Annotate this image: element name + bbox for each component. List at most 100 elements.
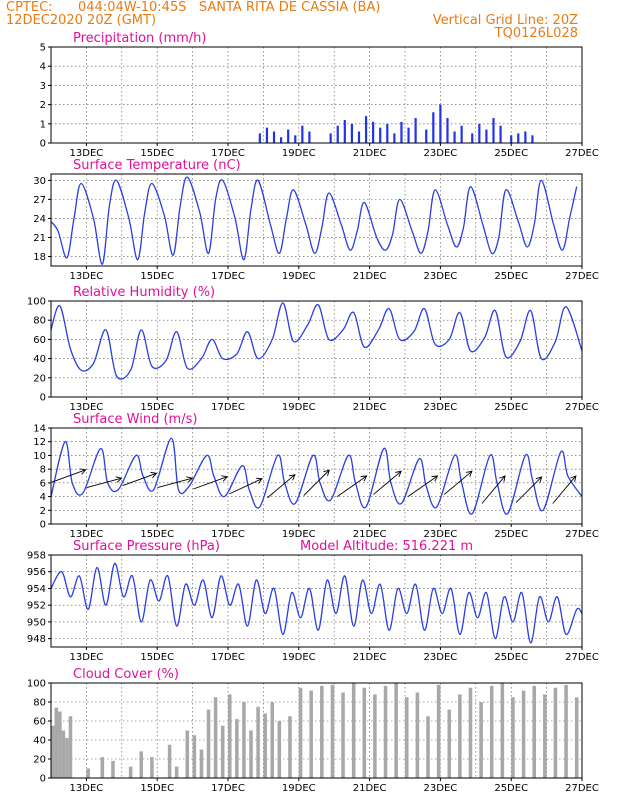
data-bar — [86, 768, 90, 778]
series-line — [50, 176, 578, 265]
x-tick-label: 25DEC — [494, 652, 528, 663]
x-tick-label: 17DEC — [211, 148, 245, 159]
data-bar — [414, 118, 417, 143]
data-bar — [58, 711, 62, 778]
x-tick-label: 27DEC — [565, 652, 599, 663]
data-bar — [263, 713, 267, 778]
panel-frame — [50, 300, 583, 398]
data-bar — [51, 725, 55, 778]
data-bar — [362, 687, 367, 778]
wind-vector — [229, 478, 263, 495]
data-bar — [574, 697, 579, 778]
data-bar — [553, 687, 558, 778]
data-bar — [220, 725, 225, 778]
x-tick-label: 19DEC — [282, 783, 316, 794]
x-tick-label: 17DEC — [211, 529, 245, 540]
data-bar — [150, 757, 154, 778]
y-tick-label: 14 — [33, 424, 46, 435]
data-bar — [394, 683, 398, 778]
data-bar — [54, 707, 59, 778]
y-tick-label: 21 — [33, 233, 46, 244]
panel-background — [51, 428, 582, 524]
x-tick-label: 21DEC — [353, 783, 387, 794]
x-tick-label: 15DEC — [140, 652, 174, 663]
y-tick-label: 18 — [33, 252, 46, 263]
data-bar — [511, 697, 515, 778]
wind-vector-head — [255, 477, 263, 484]
data-bar — [329, 133, 332, 143]
data-bar — [453, 131, 456, 143]
wind-vector-head — [186, 476, 194, 483]
x-tick-label: 21DEC — [353, 271, 387, 282]
panel-3: 0 20 40 60 80 100 13DEC 15DEC 17DEC 19DEC 21DEC 23D… — [27, 285, 599, 413]
data-bar — [174, 766, 179, 778]
y-tick-label: 24 — [33, 214, 46, 225]
y-tick-label: 8 — [40, 465, 46, 476]
x-tick-label: 15DEC — [140, 529, 174, 540]
wind-vector-head — [465, 470, 473, 478]
panel-annotation: Model Altitude: 516.221 m — [300, 539, 473, 554]
header-grid-note: Vertical Grid Line: 20Z — [433, 13, 578, 28]
x-tick-label: 23DEC — [424, 783, 458, 794]
x-tick-label: 27DEC — [565, 148, 599, 159]
wind-vector-head — [499, 475, 506, 482]
panel-title: Surface Wind (m/s) — [73, 412, 197, 427]
data-bar — [351, 683, 356, 778]
data-bar — [479, 702, 483, 778]
wind-vector — [552, 475, 577, 504]
data-bar — [373, 694, 377, 778]
x-tick-label: 19DEC — [282, 148, 316, 159]
data-bar — [309, 690, 313, 778]
data-bar — [111, 760, 115, 778]
data-bar — [320, 685, 324, 778]
wind-vector-head — [221, 475, 229, 482]
data-bar — [341, 692, 345, 778]
x-tick-label: 25DEC — [494, 529, 528, 540]
x-tick-label: 23DEC — [424, 529, 458, 540]
panel-6: 0 20 40 60 80 100 13DEC 15DEC 17DEC 19DEC 21DEC 23D… — [27, 667, 599, 794]
data-bar — [280, 137, 283, 143]
y-tick-label: 12 — [33, 437, 46, 448]
y-tick-label: 100 — [27, 297, 46, 308]
wind-vector-head — [150, 471, 158, 479]
data-bar — [242, 702, 246, 778]
y-tick-label: 80 — [33, 698, 46, 709]
data-bar — [61, 730, 66, 778]
data-bar — [287, 129, 290, 143]
x-tick-label: 17DEC — [211, 402, 245, 413]
header-location: 044:04W-10:45S SANTA RITA DE CASSIA (BA) — [78, 0, 380, 15]
panel-title: Cloud Cover (%) — [73, 667, 179, 682]
data-bar — [265, 127, 269, 143]
wind-vector — [86, 477, 122, 488]
y-tick-label: 0 — [40, 520, 46, 531]
data-bar — [65, 738, 69, 778]
wind-vector-head — [360, 475, 368, 482]
data-bar — [100, 757, 105, 778]
x-tick-label: 19DEC — [282, 529, 316, 540]
x-tick-label: 25DEC — [494, 148, 528, 159]
x-tick-label: 13DEC — [70, 148, 104, 159]
series-line — [50, 562, 583, 644]
y-tick-label: 0 — [40, 393, 46, 404]
x-tick-label: 15DEC — [140, 148, 174, 159]
y-tick-label: 20 — [33, 373, 46, 384]
data-bar — [393, 133, 396, 143]
wind-vector — [515, 476, 542, 503]
x-tick-label: 19DEC — [282, 652, 316, 663]
data-bar — [436, 684, 441, 778]
data-bar — [258, 133, 261, 143]
data-bar — [185, 730, 190, 778]
x-tick-label: 19DEC — [282, 402, 316, 413]
x-tick-label: 23DEC — [424, 652, 458, 663]
y-tick-label: 958 — [27, 551, 46, 562]
y-tick-label: 100 — [27, 679, 46, 690]
data-bar — [330, 684, 335, 778]
panel-frame — [50, 173, 583, 267]
y-tick-label: 0 — [40, 774, 46, 785]
y-tick-label: 0 — [40, 139, 46, 150]
y-tick-label: 956 — [27, 567, 46, 578]
series-line — [50, 302, 583, 380]
y-tick-label: 5 — [40, 43, 46, 54]
x-tick-label: 13DEC — [70, 652, 104, 663]
data-bar — [228, 694, 232, 778]
